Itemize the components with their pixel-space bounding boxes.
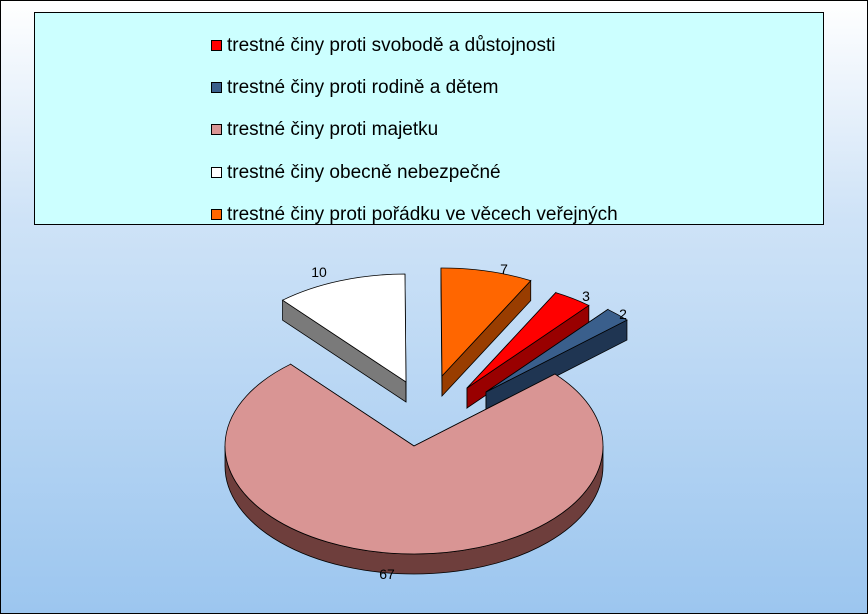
pie-slice-svoboda [466,292,590,389]
legend-swatch-obecne [211,167,222,178]
pie-labels: 3 2 67 10 7 [311,261,627,582]
data-label-majetek: 67 [379,566,395,582]
legend-label-obecne: trestné činy obecně nebezpečné [227,162,501,183]
data-label-obecne: 10 [311,264,327,280]
legend-swatch-svoboda [211,40,222,51]
pie-slice-rodina [485,308,628,393]
legend-label-rodina: trestné činy proti rodině a dětem [227,77,499,98]
legend-label-poradek: trestné činy proti pořádku ve věcech veř… [227,204,618,225]
data-label-rodina: 2 [619,306,627,322]
legend-swatch-majetek [211,124,222,135]
legend-label-majetek: trestné činy proti majetku [227,119,439,140]
pie-slice-obecne [281,273,407,383]
data-label-poradek: 7 [500,261,508,277]
legend-swatch-poradek [211,209,222,220]
legend: trestné činy proti svobodě a důstojnosti… [34,12,824,225]
pie-slice-poradek [440,267,532,378]
pie-slice-majetek [224,363,604,555]
legend-label-svoboda: trestné činy proti svobodě a důstojnosti [227,35,556,56]
pie-tops [224,267,628,555]
legend-swatch-rodina [211,82,222,93]
data-label-svoboda: 3 [582,288,590,304]
